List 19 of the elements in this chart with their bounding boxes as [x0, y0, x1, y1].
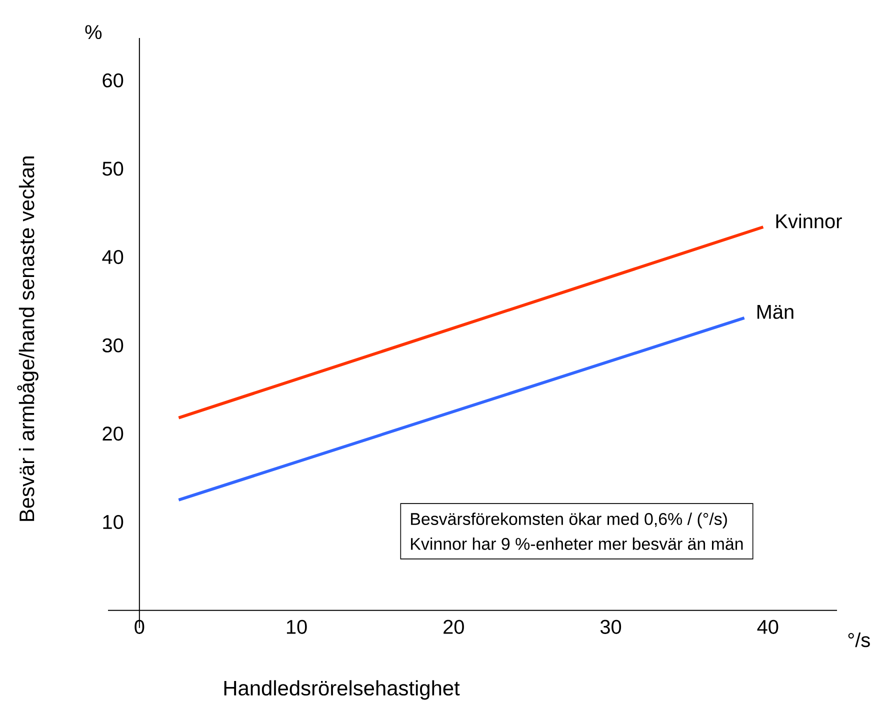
- annotation: Kvinnor har 9 %-enheter mer besvär än män: [411, 537, 743, 550]
- text: %: [85, 25, 102, 40]
- y-axis-title: Besvär i armbåge/hand senaste veckan: [17, 156, 38, 521]
- y-tick-label: 10: [103, 514, 124, 530]
- x-tick-label: 10: [286, 620, 307, 634]
- x-tick-label: 20: [444, 620, 464, 634]
- y-tick-label: 40: [102, 250, 124, 264]
- annotation: Besvärsförekomsten ökar med 0,6% / (°/s): [411, 512, 727, 528]
- y-tick-label: 30: [102, 338, 124, 352]
- x-tick-label: 0: [134, 620, 144, 634]
- y-tick-label: 50: [102, 162, 124, 176]
- series-label: Kvinnor: [776, 214, 842, 228]
- x-axis-title: Handledsrörelsehastighet: [224, 680, 460, 700]
- x-tick-label: 30: [600, 620, 622, 634]
- y-tick-label: 60: [102, 73, 124, 88]
- x-tick-label: 40: [757, 620, 778, 634]
- series-label: Män: [757, 305, 794, 319]
- text: °/s: [848, 632, 870, 648]
- y-tick-label: 20: [102, 426, 124, 441]
